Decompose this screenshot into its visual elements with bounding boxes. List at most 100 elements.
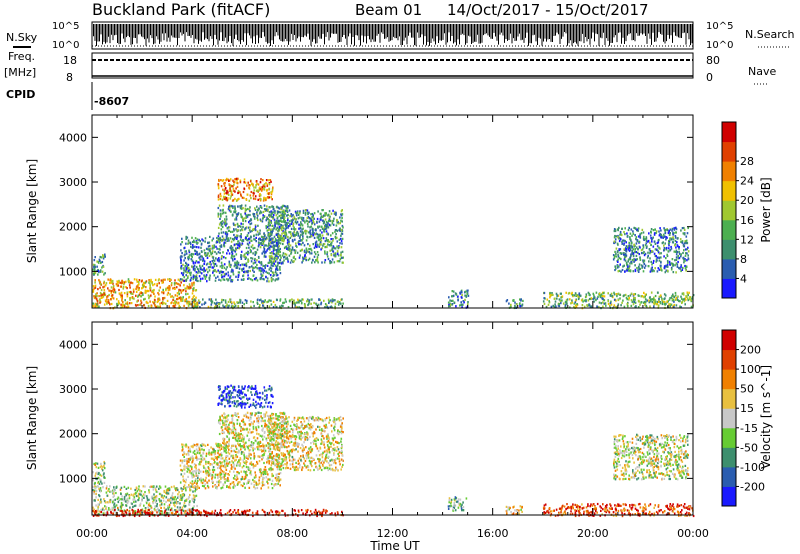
- echo-cell: [282, 234, 285, 238]
- echo-cell: [265, 219, 268, 222]
- echo-cell: [267, 224, 270, 227]
- echo-cell: [284, 230, 286, 233]
- echo-cell: [274, 270, 277, 273]
- echo-cell: [657, 249, 659, 252]
- echo-cell: [451, 295, 453, 298]
- echo-cell: [630, 244, 632, 247]
- echo-cell: [675, 256, 678, 259]
- echo-cell: [197, 253, 199, 256]
- echo-cell: [102, 465, 104, 468]
- echo-cell: [687, 250, 690, 253]
- echo-cell: [676, 241, 678, 244]
- freq-tick-top: 18: [63, 54, 77, 67]
- echo-cell: [99, 473, 101, 476]
- echo-cell: [274, 222, 276, 226]
- echo-cell: [130, 487, 132, 490]
- echo-cell: [281, 232, 283, 235]
- echo-cell: [195, 265, 198, 269]
- echo-cell: [617, 260, 619, 263]
- echo-cell: [191, 499, 194, 502]
- echo-cell: [185, 235, 187, 238]
- echo-cell: [625, 245, 628, 248]
- echo-cell: [249, 278, 252, 281]
- echo-cell: [218, 257, 220, 260]
- echo-cell: [464, 298, 466, 301]
- echo-cell: [276, 233, 279, 236]
- echo-cell: [185, 252, 188, 255]
- echo-cell: [106, 295, 108, 298]
- echo-cell: [559, 300, 562, 303]
- echo-cell: [238, 247, 240, 250]
- echo-cell: [624, 233, 626, 236]
- echo-cell: [266, 188, 268, 192]
- echo-cell: [292, 219, 294, 222]
- echo-cell: [138, 504, 141, 507]
- echo-cell: [226, 189, 228, 192]
- echo-cell: [275, 214, 278, 217]
- echo-cell: [148, 279, 150, 282]
- echo-cell: [239, 301, 241, 304]
- echo-cell: [205, 254, 207, 257]
- echo-cell: [92, 506, 94, 509]
- echo-cell: [324, 259, 327, 262]
- echo-cell: [192, 253, 195, 256]
- echo-cell: [282, 242, 284, 246]
- echo-cell: [254, 253, 256, 256]
- echo-cell: [184, 459, 186, 462]
- echo-cell: [190, 509, 192, 512]
- echo-cell: [639, 246, 641, 249]
- echo-cell: [625, 261, 628, 264]
- echo-cell: [304, 255, 306, 258]
- echo-cell: [283, 238, 285, 241]
- echo-cell: [298, 306, 300, 309]
- echo-cell: [294, 305, 297, 308]
- echo-cell: [270, 278, 273, 281]
- echo-cell: [263, 254, 266, 257]
- echo-cell: [193, 443, 195, 446]
- echo-cell: [259, 181, 262, 184]
- echo-cell: [466, 289, 469, 292]
- echo-cell: [271, 198, 273, 201]
- echo-cell: [340, 246, 343, 249]
- echo-cell: [269, 220, 271, 223]
- echo-cell: [246, 253, 249, 256]
- echo-cell: [208, 276, 211, 279]
- echo-cell: [679, 267, 681, 270]
- echo-cell: [656, 242, 659, 245]
- echo-cell: [237, 261, 240, 264]
- echo-cell: [625, 250, 628, 253]
- echo-cell: [313, 255, 316, 258]
- echo-cell: [188, 303, 191, 306]
- echo-cell: [94, 264, 96, 267]
- echo-cell: [638, 294, 640, 297]
- echo-cell: [154, 509, 156, 512]
- echo-cell: [245, 208, 247, 211]
- echo-cell: [94, 272, 97, 275]
- echo-cell: [317, 237, 320, 240]
- echo-cell: [185, 489, 187, 492]
- echo-cell: [240, 213, 242, 216]
- echo-cell: [323, 220, 326, 223]
- echo-cell: [250, 245, 253, 248]
- echo-cell: [222, 278, 225, 281]
- echo-cell: [96, 478, 98, 481]
- echo-cell: [228, 179, 231, 182]
- echo-cell: [271, 487, 274, 490]
- echo-cell: [668, 247, 670, 250]
- echo-cell: [278, 238, 281, 241]
- echo-cell: [227, 239, 229, 242]
- echo-cell: [313, 212, 316, 215]
- echo-cell: [177, 506, 180, 509]
- echo-cell: [294, 303, 296, 306]
- echo-cell: [222, 208, 224, 211]
- echo-cell: [287, 226, 289, 229]
- echo-cell: [225, 196, 228, 200]
- echo-cell: [668, 229, 670, 232]
- echo-cell: [337, 220, 339, 224]
- echo-cell: [281, 304, 283, 307]
- echo-cell: [248, 221, 250, 224]
- echo-cell: [162, 496, 165, 499]
- echo-cell: [666, 265, 669, 268]
- echo-cell: [224, 241, 227, 244]
- echo-cell: [291, 238, 294, 242]
